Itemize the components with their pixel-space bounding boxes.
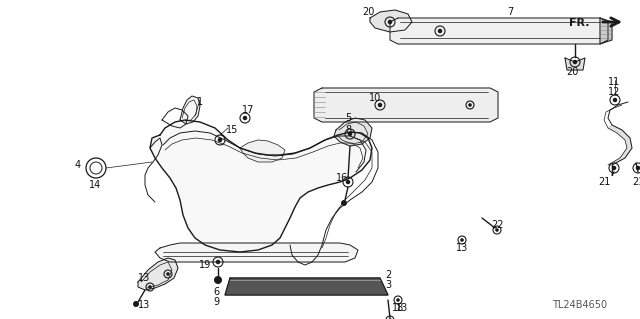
Circle shape bbox=[133, 301, 139, 307]
Polygon shape bbox=[314, 88, 498, 122]
Polygon shape bbox=[600, 18, 612, 44]
Text: 16: 16 bbox=[336, 173, 348, 183]
Text: 5: 5 bbox=[345, 113, 351, 123]
Text: 20: 20 bbox=[362, 7, 374, 17]
Polygon shape bbox=[150, 120, 372, 252]
Circle shape bbox=[573, 60, 577, 64]
Circle shape bbox=[148, 285, 152, 289]
Circle shape bbox=[166, 272, 170, 276]
Text: 15: 15 bbox=[226, 125, 238, 135]
Text: 21: 21 bbox=[632, 177, 640, 187]
Polygon shape bbox=[225, 278, 388, 295]
Circle shape bbox=[346, 180, 350, 184]
Text: 11: 11 bbox=[608, 77, 620, 87]
Text: 22: 22 bbox=[492, 220, 504, 230]
Text: 13: 13 bbox=[138, 300, 150, 310]
Circle shape bbox=[243, 116, 247, 120]
Text: 3: 3 bbox=[385, 280, 391, 290]
Text: 14: 14 bbox=[89, 180, 101, 190]
Polygon shape bbox=[155, 243, 358, 262]
Circle shape bbox=[636, 166, 640, 170]
Polygon shape bbox=[334, 118, 372, 146]
Text: 17: 17 bbox=[242, 105, 254, 115]
Text: 18: 18 bbox=[392, 303, 404, 313]
Circle shape bbox=[612, 166, 616, 170]
Circle shape bbox=[460, 238, 464, 242]
Circle shape bbox=[378, 103, 382, 107]
Text: 2: 2 bbox=[385, 270, 391, 280]
Text: 9: 9 bbox=[213, 297, 219, 307]
Text: 4: 4 bbox=[75, 160, 81, 170]
Polygon shape bbox=[370, 10, 412, 32]
Circle shape bbox=[612, 98, 617, 102]
Text: 7: 7 bbox=[507, 7, 513, 17]
Circle shape bbox=[388, 318, 392, 319]
Text: 1: 1 bbox=[197, 97, 203, 107]
Circle shape bbox=[348, 132, 352, 136]
Text: FR.: FR. bbox=[570, 18, 590, 28]
Text: 13: 13 bbox=[456, 243, 468, 253]
Polygon shape bbox=[240, 140, 285, 162]
Circle shape bbox=[495, 228, 499, 232]
Polygon shape bbox=[138, 258, 178, 290]
Polygon shape bbox=[390, 18, 608, 44]
Polygon shape bbox=[180, 96, 200, 124]
Circle shape bbox=[438, 29, 442, 33]
Circle shape bbox=[218, 138, 222, 142]
Text: 13: 13 bbox=[138, 273, 150, 283]
Text: 8: 8 bbox=[345, 125, 351, 135]
Text: 6: 6 bbox=[213, 287, 219, 297]
Text: 13: 13 bbox=[396, 303, 408, 313]
Circle shape bbox=[396, 298, 400, 302]
Circle shape bbox=[216, 260, 220, 264]
Text: 12: 12 bbox=[608, 87, 620, 97]
Text: 10: 10 bbox=[369, 93, 381, 103]
Circle shape bbox=[214, 276, 222, 284]
Circle shape bbox=[468, 103, 472, 107]
Polygon shape bbox=[608, 125, 632, 165]
Text: 20: 20 bbox=[566, 67, 578, 77]
Text: TL24B4650: TL24B4650 bbox=[552, 300, 607, 310]
Circle shape bbox=[341, 200, 347, 206]
Text: 19: 19 bbox=[199, 260, 211, 270]
Polygon shape bbox=[565, 58, 585, 70]
Text: 21: 21 bbox=[598, 177, 610, 187]
Circle shape bbox=[388, 20, 392, 24]
